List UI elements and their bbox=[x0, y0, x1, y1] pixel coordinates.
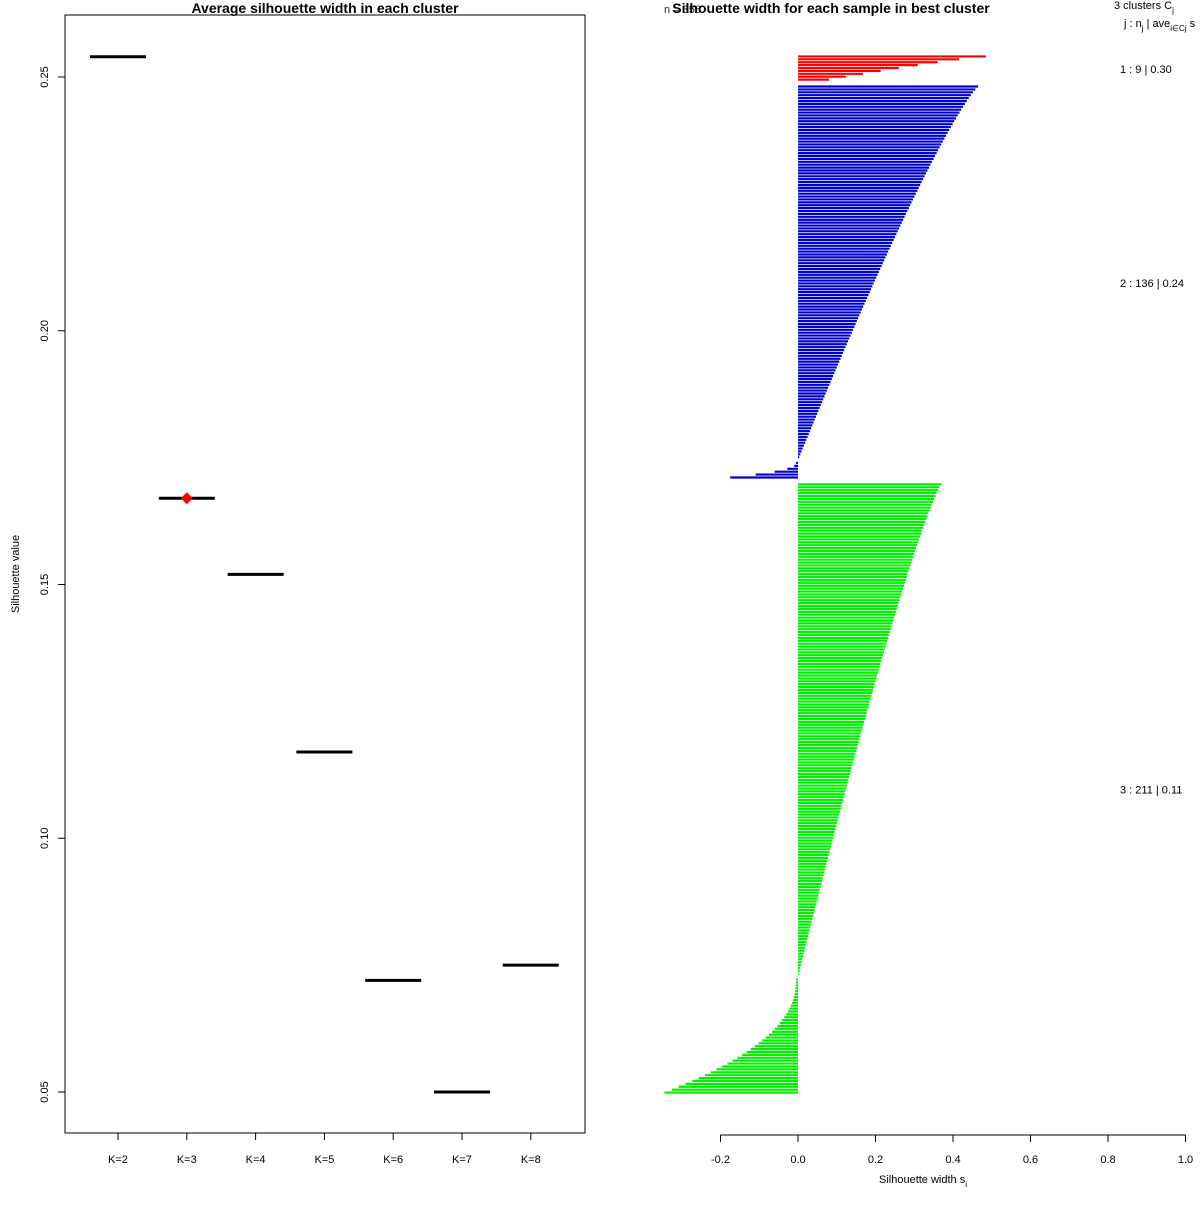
best-k-marker bbox=[180, 492, 193, 505]
left-y-tick-label: 0.25 bbox=[39, 66, 51, 87]
left-x-tick-label: K=4 bbox=[246, 1154, 266, 1166]
left-y-tick-label: 0.15 bbox=[39, 574, 51, 595]
right-x-tick-label: -0.2 bbox=[711, 1154, 730, 1166]
left-y-tick-label: 0.10 bbox=[39, 828, 51, 849]
left-panel: Average silhouette width in each cluster… bbox=[10, 0, 586, 1166]
left-x-tick-label: K=2 bbox=[108, 1154, 128, 1166]
legend-header-line2: j : nj | avei∈Cj s bbox=[1123, 18, 1196, 33]
legend-header-line1: 3 clusters Cj bbox=[1114, 0, 1174, 15]
right-x-tick-label: 0.0 bbox=[790, 1154, 805, 1166]
left-x-tick-label: K=6 bbox=[383, 1154, 403, 1166]
left-y-axis: 0.05 0.10 0.15 0.20 0.25 bbox=[39, 66, 66, 1103]
right-x-tick-label: 0.8 bbox=[1100, 1154, 1115, 1166]
right-x-axis-label: Silhouette width si bbox=[879, 1174, 967, 1189]
right-bars bbox=[664, 55, 986, 1094]
left-data-marks bbox=[90, 55, 559, 1094]
right-x-tick-label: 0.2 bbox=[868, 1154, 883, 1166]
right-chart-title: Silhouette width for each sample in best… bbox=[672, 0, 990, 16]
cluster-label: 1 : 9 | 0.30 bbox=[1120, 64, 1172, 76]
right-panel: Silhouette width for each sample in best… bbox=[664, 0, 1196, 1189]
left-x-tick-label: K=3 bbox=[177, 1154, 197, 1166]
cluster-label: 3 : 211 | 0.11 bbox=[1120, 784, 1182, 796]
right-x-tick-label: 0.6 bbox=[1023, 1154, 1038, 1166]
left-y-tick-label: 0.20 bbox=[39, 320, 51, 341]
right-x-tick-label: 0.4 bbox=[945, 1154, 960, 1166]
left-x-tick-label: K=7 bbox=[452, 1154, 472, 1166]
right-cluster-labels: 1 : 9 | 0.30 2 : 136 | 0.24 3 : 211 | 0.11 bbox=[1120, 64, 1184, 796]
left-x-tick-label: K=5 bbox=[314, 1154, 334, 1166]
left-y-tick-label: 0.05 bbox=[39, 1081, 51, 1102]
right-x-axis: -0.2 0.0 0.2 0.4 0.6 0.8 1.0 bbox=[711, 1134, 1193, 1166]
left-x-tick-label: K=8 bbox=[521, 1154, 541, 1166]
sample-count-label: n = 356 bbox=[664, 4, 701, 16]
left-x-axis: K=2 K=3 K=4 K=5 K=6 K=7 K=8 bbox=[108, 1132, 541, 1166]
right-x-tick-label: 1.0 bbox=[1178, 1154, 1193, 1166]
left-y-axis-label: Silhouette value bbox=[10, 535, 22, 613]
cluster-label: 2 : 136 | 0.24 bbox=[1120, 278, 1184, 290]
left-chart-title: Average silhouette width in each cluster bbox=[191, 0, 459, 16]
